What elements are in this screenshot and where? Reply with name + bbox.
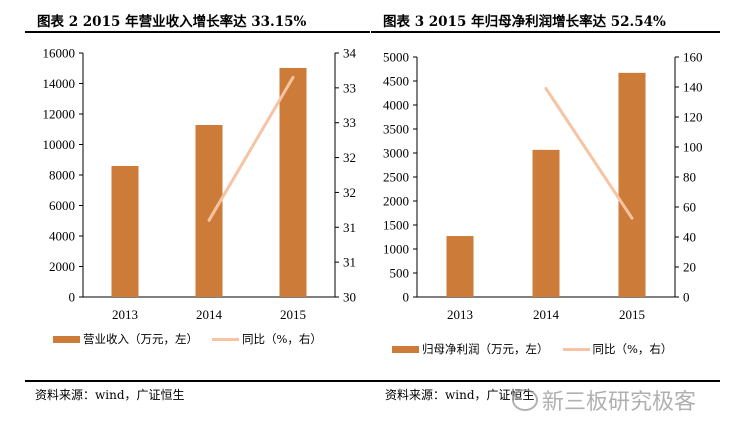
right-tick-label: 31 [343,255,356,270]
right-tick-label: 0 [683,290,690,305]
left-tick-label: 2000 [383,194,409,209]
wechat-icon [512,389,538,411]
right-tick-label: 32 [343,150,356,165]
right-tick-label: 100 [683,140,703,155]
left-tick-label: 6000 [49,198,75,213]
left-tick-label: 14000 [43,76,76,91]
left-tick-label: 2500 [383,170,409,185]
legend-line-swatch [212,337,239,341]
x-tick-label: 2013 [112,307,138,322]
bar-2015 [618,72,646,297]
source-note-left: 资料来源：wind，广证恒生 [35,388,185,402]
legend-label-revenue: 营业收入（万元，左） [83,332,198,346]
left-tick-label: 4500 [383,74,409,89]
left-tick-label: 0 [403,290,410,305]
bar-2013 [446,236,474,297]
watermark-text: 新三板研究极客 [542,390,697,415]
legend-line-swatch [562,347,590,351]
bar-2013 [111,166,139,297]
left-tick-label: 12000 [43,107,76,122]
right-tick-label: 32 [343,185,356,200]
right-tick-label: 33 [343,80,356,95]
right-tick-label: 80 [683,170,696,185]
left-tick-label: 4000 [383,98,409,113]
left-tick-label: 500 [390,266,410,281]
yoy-line [207,75,295,222]
left-tick-label: 2000 [49,259,75,274]
left-tick-label: 10000 [43,137,76,152]
right-tick-label: 33 [343,115,356,130]
legend-bar-swatch [53,335,80,343]
chart-title-profit: 图表 3 2015 年归母净利润增长率达 52.54% [383,14,666,30]
source-note-right: 资料来源：wind，广证恒生 [385,388,535,402]
left-tick-label: 0 [69,290,76,305]
chart-title-revenue: 图表 2 2015 年营业收入增长率达 33.15% [37,14,307,30]
right-tick-label: 140 [683,80,703,95]
watermark: 新三板研究极客 [512,384,696,416]
legend-label-yoy: 同比（%，右） [242,332,322,346]
legend-profit: 归母净利润（万元，左） 同比（%，右） [392,341,672,357]
x-tick-label: 2014 [533,307,560,322]
x-tick-label: 2015 [280,307,306,322]
right-tick-label: 31 [343,220,356,235]
footer-rule [25,380,720,382]
title-rule-right [371,31,720,33]
right-tick-label: 120 [683,110,703,125]
yoy-line [544,87,634,220]
right-tick-label: 160 [683,50,703,65]
left-tick-label: 16000 [43,46,76,61]
bar-2014 [532,149,560,297]
title-rule-left [25,31,370,33]
legend-bar-swatch [392,345,419,353]
left-tick-label: 8000 [49,168,75,183]
left-tick-label: 3500 [383,122,409,137]
legend-label-profit: 归母净利润（万元，左） [422,342,549,356]
right-tick-label: 40 [683,230,696,245]
x-tick-label: 2014 [196,307,223,322]
right-tick-label: 20 [683,260,696,275]
legend-revenue: 营业收入（万元，左） 同比（%，右） [53,331,322,347]
right-tick-label: 60 [683,200,696,215]
right-tick-label: 34 [343,46,357,61]
x-tick-label: 2015 [619,307,645,322]
left-tick-label: 1000 [383,242,409,257]
legend-label-yoy: 同比（%，右） [592,342,673,356]
left-tick-label: 5000 [383,50,409,65]
left-tick-label: 1500 [383,218,409,233]
left-tick-label: 4000 [49,229,75,244]
bar-2015 [279,67,307,297]
right-tick-label: 30 [343,290,356,305]
bar-2014 [195,124,223,297]
left-tick-label: 3000 [383,146,409,161]
x-tick-label: 2013 [447,307,473,322]
